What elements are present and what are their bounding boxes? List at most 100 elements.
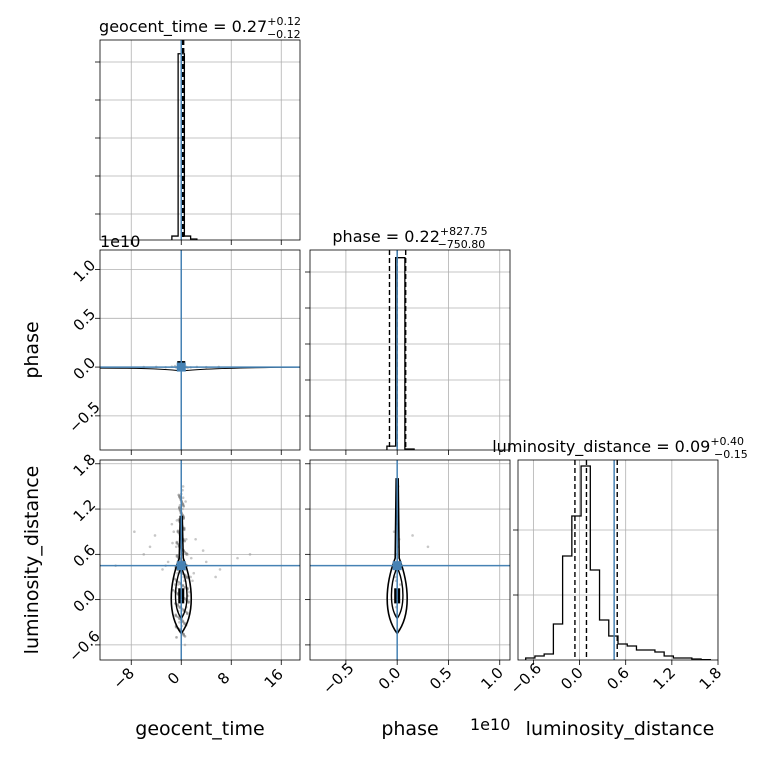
sample-point — [183, 585, 187, 589]
sample-point — [181, 620, 185, 624]
panel-phase-vs-lumi: −0.5 0.0 0.5 1.0 — [305, 459, 511, 698]
sample-point — [133, 530, 136, 533]
x-tick-label: 0.0 — [375, 664, 405, 694]
ylabel-phase: phase — [21, 321, 43, 378]
offset-text-phase-y: 1e10 — [100, 232, 140, 251]
sample-point — [153, 534, 157, 537]
sample-point — [177, 507, 181, 510]
sample-point — [218, 568, 222, 571]
sample-point — [185, 612, 189, 616]
y-tick-label: −0.5 — [65, 398, 103, 436]
panel-frame — [99, 39, 301, 241]
x-tick-label: 1.8 — [696, 664, 726, 694]
offset-text-phase-x: 1e10 — [470, 715, 510, 734]
truth-marker — [176, 561, 186, 571]
panel-geocent-vs-lumi: −8 0 8 16 −0.6 0.0 0.6 1.2 1.8 — [65, 450, 301, 693]
sample-point — [175, 555, 179, 558]
panel-frame — [309, 249, 511, 451]
sample-point — [184, 537, 188, 541]
sample-point — [411, 534, 414, 537]
plot-layer: −0.6 0.0 0.6 1.2 1.8 −0.5 0.0 0.5 1.0 −8 0 8 16 −0.6 0… — [65, 39, 726, 698]
sample-point — [181, 485, 185, 488]
sample-point — [184, 500, 187, 503]
sample-point — [171, 541, 174, 545]
panel-content-geocent-vs-lumi — [100, 460, 300, 660]
sample-point — [142, 553, 146, 556]
sample-point — [177, 493, 181, 497]
histogram-step — [525, 465, 711, 660]
panel-frame — [517, 459, 719, 661]
x-tick-label: 1.0 — [477, 664, 507, 694]
sample-point — [176, 530, 180, 534]
y-tick-label: 0.5 — [70, 305, 100, 335]
panel-hist-geocent — [95, 39, 301, 245]
x-tick-label: 8 — [214, 669, 233, 688]
xlabel-phase: phase — [381, 718, 438, 740]
y-tick-label: 1.0 — [70, 256, 100, 286]
truth-marker — [176, 362, 186, 372]
panel-content-phase-vs-lumi — [310, 460, 510, 660]
sample-point — [170, 522, 174, 526]
sample-point — [148, 545, 152, 549]
truth-marker — [392, 561, 402, 571]
panel-frame — [99, 249, 301, 451]
y-tick-label: −0.6 — [65, 627, 103, 665]
sample-point — [186, 576, 189, 580]
sample-point — [178, 606, 182, 609]
panel-frame — [99, 459, 301, 661]
x-tick-label: 1.2 — [650, 664, 680, 694]
x-tick-label: 0.6 — [603, 664, 633, 694]
sample-point — [178, 617, 181, 621]
panel-content-geocent-vs-phase — [100, 250, 300, 450]
panel-hist-lumi: −0.6 0.0 0.6 1.2 1.8 — [507, 459, 726, 698]
panel-geocent-vs-phase: −0.5 0.0 0.5 1.0 — [65, 249, 301, 455]
sample-point — [172, 530, 176, 533]
sample-point — [177, 580, 180, 584]
title-phase: phase = 0.22+827.75 −750.80 — [332, 225, 487, 251]
y-tick-label: 0.0 — [70, 586, 100, 616]
sample-point — [178, 620, 181, 624]
sample-point — [426, 545, 430, 549]
sample-point — [214, 575, 217, 579]
x-tick-label: 0.5 — [426, 664, 456, 694]
sample-point — [204, 560, 208, 564]
sample-point — [181, 496, 185, 500]
xlabel-geocent_time: geocent_time — [135, 718, 264, 740]
sample-point — [166, 560, 170, 564]
sample-point — [175, 541, 179, 545]
title-geocent_time: geocent_time = 0.27+0.12 −0.12 — [99, 15, 301, 41]
y-tick-label: 1.8 — [70, 450, 100, 480]
x-tick-label: −0.6 — [507, 659, 545, 697]
sample-point — [191, 579, 194, 583]
panel-frame — [309, 459, 511, 661]
sample-point — [181, 584, 185, 588]
sample-point — [192, 571, 196, 575]
sample-point — [236, 556, 239, 560]
histogram-step — [386, 257, 415, 450]
xlabel-luminosity_distance: luminosity_distance — [526, 718, 715, 740]
x-tick-label: 16 — [261, 665, 287, 691]
sample-point — [194, 537, 197, 541]
sample-point — [175, 519, 179, 522]
x-tick-label: 0 — [164, 669, 183, 688]
sample-point — [171, 588, 175, 592]
y-tick-label: 1.2 — [70, 496, 100, 526]
x-tick-label: 0.0 — [557, 664, 587, 694]
y-tick-label: 0.0 — [70, 354, 100, 384]
x-tick-label: −8 — [110, 664, 138, 692]
sample-point — [182, 634, 186, 637]
title-luminosity_distance: luminosity_distance = 0.09+0.40 −0.15 — [492, 435, 748, 461]
sample-point — [178, 495, 181, 499]
panel-content-hist-lumi — [518, 460, 718, 660]
sample-point — [161, 568, 164, 571]
sample-point — [175, 636, 178, 639]
panel-content-hist-geocent — [100, 40, 300, 240]
sample-point — [398, 583, 402, 586]
panel-content-hist-phase — [310, 250, 510, 450]
sample-point — [187, 601, 190, 604]
sample-point — [181, 503, 185, 507]
sample-point — [248, 553, 252, 556]
sample-point — [185, 553, 188, 556]
sample-point — [201, 549, 205, 552]
sample-point — [183, 643, 187, 647]
